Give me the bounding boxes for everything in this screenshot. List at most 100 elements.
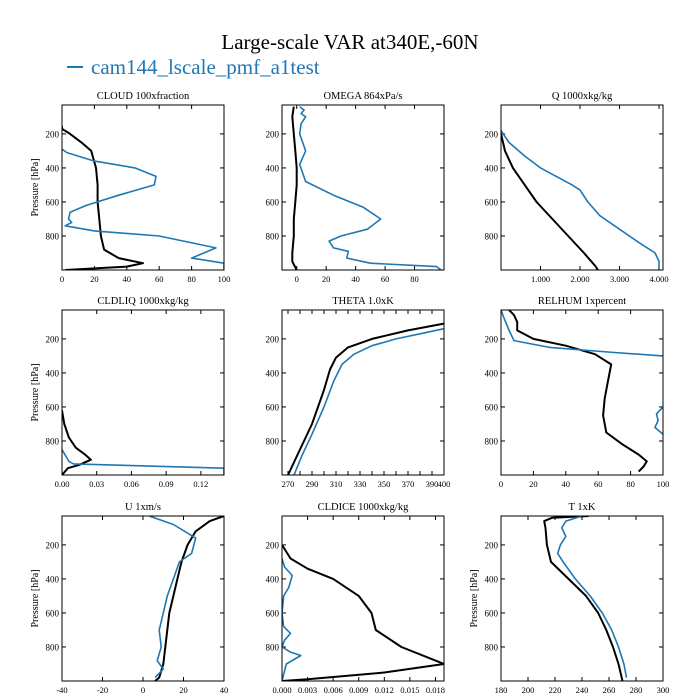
chart-panel-2: OMEGA 864xPa/s 200 400 600 800 0 20 40 60 80	[266, 91, 445, 284]
y-tick-label: 600	[485, 197, 499, 207]
x-tick-label: 100	[657, 479, 670, 489]
y-tick-label: 600	[266, 402, 280, 412]
y-tick-label: 800	[46, 436, 60, 446]
y-tick-label: 600	[46, 197, 60, 207]
y-tick-label: 200	[485, 334, 499, 344]
chart-panel-9: T 1xK Pressure [hPa] 200 400 600 800 180 200 220…	[469, 502, 669, 695]
y-tick-label: 800	[485, 642, 499, 652]
x-tick-label: 0.03	[89, 479, 104, 489]
series-line-cam144	[293, 327, 444, 475]
x-tick-label: 80	[626, 479, 635, 489]
legend: cam144_lscale_pmf_a1test	[67, 55, 320, 79]
x-tick-label: 60	[155, 274, 164, 284]
x-tick-label: -40	[56, 685, 67, 695]
y-tick-label: 200	[266, 129, 280, 139]
x-tick-label: 260	[603, 685, 616, 695]
y-tick-label: 400	[485, 163, 499, 173]
x-tick-label: 400	[438, 479, 451, 489]
panel-title: U 1xm/s	[125, 502, 161, 513]
x-tick-label: 0.00	[55, 479, 70, 489]
series-line-cam144	[501, 130, 660, 270]
chart-panel-6: RELHUM 1xpercent 200 400 600 800 0 20 40 60 80 100	[485, 296, 670, 489]
series-line-black	[543, 516, 624, 681]
x-tick-label: 0.06	[124, 479, 139, 489]
chart-panel-8: CLDICE 1000xkg/kg 200 400 600 800 0.000 0.003 0…	[266, 502, 446, 695]
series-line-black	[287, 322, 444, 475]
y-tick-label: 600	[46, 608, 60, 618]
y-tick-label: 200	[46, 129, 60, 139]
series-line-black	[62, 126, 144, 270]
x-tick-label: 40	[123, 274, 132, 284]
series-line-black	[62, 410, 92, 475]
y-tick-label: 600	[485, 402, 499, 412]
panel-title: T 1xK	[569, 502, 596, 513]
x-tick-label: 310	[330, 479, 343, 489]
x-tick-label: 20	[179, 685, 188, 695]
x-tick-label: 60	[381, 274, 390, 284]
panel-title: Q 1000xkg/kg	[552, 91, 613, 102]
plot-frame	[500, 104, 664, 271]
y-tick-label: 600	[266, 197, 280, 207]
chart-panel-5: THETA 1.0xK 200 400 600 800 270 290 310 330 350 37…	[266, 296, 451, 489]
panel-title: THETA 1.0xK	[332, 296, 394, 307]
y-tick-label: 200	[485, 540, 499, 550]
series-line-cam144	[62, 449, 224, 475]
x-tick-label: 350	[378, 479, 391, 489]
y-tick-label: 800	[266, 436, 280, 446]
y-tick-label: 600	[266, 608, 280, 618]
x-tick-label: 300	[657, 685, 670, 695]
y-tick-label: 800	[46, 231, 60, 241]
x-tick-label: 4.000	[649, 274, 668, 284]
plot-frame	[61, 104, 225, 271]
panel-title: CLOUD 100xfraction	[97, 91, 190, 102]
x-tick-label: 290	[306, 479, 319, 489]
x-tick-label: 0	[295, 274, 299, 284]
x-tick-label: 0.009	[349, 685, 368, 695]
series-line-black	[501, 133, 599, 270]
y-tick-label: 400	[46, 574, 60, 584]
y-tick-label: 600	[46, 402, 60, 412]
figure-title: Large-scale VAR at340E,-60N	[221, 30, 479, 54]
x-tick-label: 80	[410, 274, 419, 284]
x-tick-label: 20	[529, 479, 538, 489]
y-tick-label: 200	[46, 540, 60, 550]
series-line-cam144	[62, 148, 224, 270]
x-tick-label: 0.12	[193, 479, 208, 489]
x-tick-label: 240	[576, 685, 589, 695]
series-line-black	[508, 310, 648, 473]
y-tick-label: 800	[485, 436, 499, 446]
chart-panel-3: Q 1000xkg/kg 200 400 600 800 1.000 2.000 3.000 4…	[485, 91, 669, 284]
chart-panel-4: CLDLIQ 1000xkg/kg Pressure [hPa] 200 400 600…	[30, 296, 225, 489]
y-tick-label: 800	[485, 231, 499, 241]
x-tick-label: 0.018	[426, 685, 445, 695]
chart-panel-7: U 1xm/s Pressure [hPa] 200 400 600 800 -40 -20 0…	[30, 502, 228, 695]
x-tick-label: 40	[351, 274, 360, 284]
series-line-cam144	[501, 310, 663, 357]
x-tick-label: 40	[562, 479, 571, 489]
y-tick-label: 400	[266, 574, 280, 584]
y-axis-label: Pressure [hPa]	[30, 363, 41, 421]
plot-frame	[281, 515, 445, 682]
legend-line-swatch	[67, 66, 83, 69]
panel-title: OMEGA 864xPa/s	[323, 91, 402, 102]
x-tick-label: 100	[218, 274, 231, 284]
y-tick-label: 800	[266, 231, 280, 241]
y-tick-label: 400	[485, 574, 499, 584]
y-tick-label: 400	[266, 163, 280, 173]
panel-title: CLDLIQ 1000xkg/kg	[97, 296, 189, 307]
plot-frame	[500, 309, 664, 476]
y-tick-label: 400	[46, 163, 60, 173]
x-tick-label: 0.012	[375, 685, 394, 695]
plot-frame	[61, 515, 225, 682]
x-tick-label: 0.000	[272, 685, 291, 695]
x-tick-label: -20	[97, 685, 108, 695]
x-tick-label: 390	[426, 479, 439, 489]
x-tick-label: 80	[187, 274, 196, 284]
x-tick-label: 0.09	[159, 479, 174, 489]
y-tick-label: 600	[485, 608, 499, 618]
plot-frame	[281, 104, 445, 271]
y-tick-label: 400	[266, 368, 280, 378]
x-tick-label: 180	[495, 685, 508, 695]
x-tick-label: 0	[141, 685, 145, 695]
